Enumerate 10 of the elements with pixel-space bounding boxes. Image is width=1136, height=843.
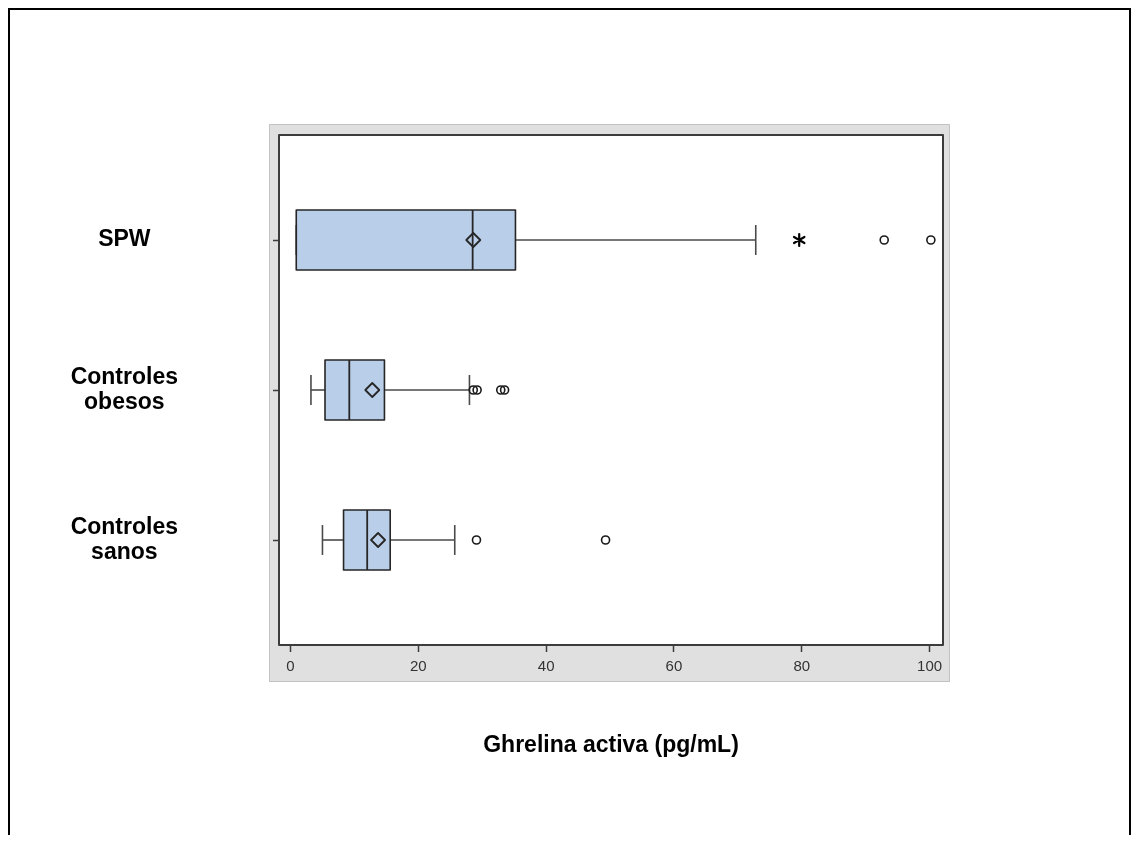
x-tick-label: 40 — [537, 657, 555, 675]
y-tick-label: Controles obesos — [70, 362, 178, 414]
x-tick-label: 100 — [917, 657, 943, 675]
x-tick-label: 80 — [793, 657, 811, 675]
x-tick-label: 60 — [665, 657, 683, 675]
x-axis-title: Ghrelina activa (pg/mL) — [483, 730, 739, 757]
y-tick-label: SPW — [98, 225, 151, 252]
x-tick-label: 20 — [409, 657, 427, 675]
y-tick-label: Controles sanos — [70, 512, 178, 564]
x-tick-label: 0 — [286, 657, 295, 675]
